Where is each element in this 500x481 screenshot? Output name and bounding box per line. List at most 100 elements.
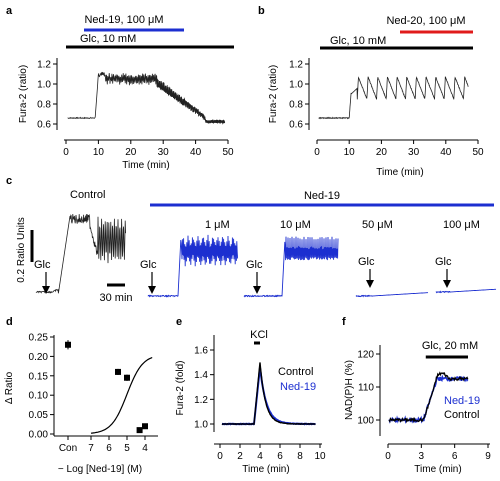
a-xtick-label-0: 0 — [63, 147, 69, 158]
data-points-d — [65, 340, 148, 434]
panel-f: f 100 110 120 0 3 6 9 Glc, 20 mM Ned-19 Contr… — [342, 316, 491, 475]
d-point-3 — [136, 427, 143, 434]
panel-d: d 0.00 0.05 0.10 0.15 0.20 0.25 Con 7 6 5 4 − Log… — [4, 316, 158, 475]
e-xtick-label-3: 6 — [277, 451, 283, 462]
d-ytick-label-1: 0.05 — [29, 410, 49, 421]
d-xtick-label-3: 5 — [124, 443, 130, 454]
y-axis-label-e: Fura-2 (fold) — [175, 360, 186, 415]
control-trace-f — [388, 371, 469, 424]
control-label-c: Control — [70, 189, 105, 201]
e-ytick-label-3: 1.6 — [194, 346, 208, 357]
b-xtick-label-0: 0 — [314, 147, 320, 158]
panel-b: b Ned-20, 100 μM Glc, 10 mM 0.6 0.8 1.0 1.2… — [258, 5, 484, 178]
label-10uM-c: 10 μM — [280, 219, 311, 231]
b-xtick-label-2: 20 — [376, 147, 388, 158]
trace-50uM-c — [355, 292, 429, 298]
d-point-2 — [124, 374, 130, 381]
glc-bar-label-f: Glc, 20 mM — [422, 340, 478, 352]
glc-arrow-c0: Glc — [34, 259, 51, 294]
b-xtick-label-4: 40 — [440, 147, 452, 158]
e-xtick-label-1: 2 — [237, 451, 243, 462]
f-xtick-label-3: 9 — [485, 451, 491, 462]
control-trace-e — [221, 362, 316, 426]
glc-arrow-c4: Glc — [435, 256, 452, 288]
a-xtick-label-3: 30 — [158, 147, 170, 158]
a-ytick-label-2: 1.0 — [37, 80, 51, 91]
x-axis-label-b: Time (min) — [376, 167, 423, 178]
d-point-1 — [115, 368, 121, 375]
d-point-4 — [142, 423, 148, 430]
b-xtick-label-1: 10 — [344, 147, 356, 158]
x-ticks-e: 0 2 4 6 8 10 — [217, 444, 326, 462]
glc-arrow-c3: Glc — [358, 256, 375, 288]
panel-label-e: e — [176, 316, 182, 328]
panel-a: a Ned-19, 100 μM Glc, 10 mM 0.6 0.8 1.0 1.2… — [6, 5, 234, 171]
d-ytick-label-4: 0.20 — [29, 352, 49, 363]
f-ytick-label-0: 100 — [357, 416, 374, 427]
b-ytick-label-0: 0.6 — [289, 120, 303, 131]
a-xtick-label-4: 40 — [190, 147, 202, 158]
x-axis-label-e: Time (min) — [242, 464, 289, 475]
e-ytick-label-0: 1.0 — [194, 420, 208, 431]
f-ytick-label-2: 120 — [357, 350, 374, 361]
y-axis-label-a: Fura-2 (ratio) — [18, 65, 29, 123]
d-xtick-label-4: 4 — [142, 443, 148, 454]
legend-control-f: Control — [444, 409, 479, 421]
d-xtick-label-2: 6 — [106, 443, 112, 454]
panel-label-f: f — [342, 316, 346, 328]
x-ticks-d: Con 7 6 5 4 — [59, 436, 148, 454]
kcl-label-e: KCl — [250, 329, 268, 341]
dose-response-fit-d — [90, 356, 153, 434]
f-xtick-label-0: 0 — [385, 451, 391, 462]
a-xtick-label-1: 10 — [93, 147, 105, 158]
y-ticks-f: 100 110 120 — [357, 350, 380, 427]
f-ytick-label-1: 110 — [358, 383, 374, 394]
label-100uM-c: 100 μM — [443, 219, 480, 231]
glc-arrow-c2: Glc — [246, 259, 263, 294]
e-xtick-label-4: 8 — [297, 451, 303, 462]
y-axis-label-f: NAD(P)H (%) — [344, 360, 355, 420]
glc-bar-label-a: Glc, 10 mM — [80, 33, 136, 45]
glc-arrow-c1: Glc — [140, 259, 157, 294]
e-ytick-label-2: 1.4 — [194, 370, 208, 381]
trace-1uM-c — [147, 234, 239, 298]
d-point-0 — [65, 341, 71, 348]
d-ytick-label-5: 0.25 — [29, 333, 49, 344]
glc-bar-label-b: Glc, 10 mM — [330, 35, 386, 47]
control-trace-c — [35, 213, 126, 294]
panel-label-b: b — [258, 5, 265, 17]
ned19-bar-label-a: Ned-19, 100 μM — [84, 14, 163, 26]
y-ticks-b: 0.6 0.8 1.0 1.2 — [289, 60, 309, 131]
trace-100uM-c — [435, 288, 497, 294]
x-axis-label-a: Time (min) — [122, 160, 169, 171]
legend-control-e: Control — [278, 366, 313, 378]
scale-bar-y-label-c: 0.2 Ratio Units — [16, 217, 27, 283]
a-ytick-label-1: 0.8 — [37, 100, 51, 111]
b-ytick-label-2: 1.0 — [289, 80, 303, 91]
x-ticks-f: 0 3 6 9 — [385, 444, 491, 462]
b-ytick-label-3: 1.2 — [289, 60, 303, 71]
y-axis-label-d: Δ Ratio — [4, 371, 15, 404]
panel-label-d: d — [6, 316, 13, 328]
fura2-trace-a — [67, 71, 226, 125]
b-xtick-label-3: 30 — [408, 147, 420, 158]
x-axis-label-f: Time (min) — [414, 464, 461, 475]
glc-arrow-label-c4: Glc — [435, 256, 452, 268]
f-xtick-label-2: 6 — [452, 451, 458, 462]
ned20-bar-label-b: Ned-20, 100 μM — [386, 15, 465, 27]
y-ticks-d: 0.00 0.05 0.10 0.15 0.20 0.25 — [29, 333, 54, 441]
legend-ned19-f: Ned-19 — [444, 395, 480, 407]
d-ytick-label-0: 0.00 — [29, 430, 49, 441]
x-axis-label-d: − Log [Ned-19] (M) — [58, 464, 142, 475]
d-ytick-label-2: 0.10 — [29, 391, 49, 402]
b-ytick-label-1: 0.8 — [289, 100, 303, 111]
legend-ned19-e: Ned-19 — [280, 381, 316, 393]
label-1uM-c: 1 μM — [205, 219, 230, 231]
e-xtick-label-5: 10 — [314, 451, 326, 462]
a-ytick-label-3: 1.2 — [37, 60, 51, 71]
x-ticks-b: 0 10 20 30 40 50 — [314, 140, 484, 158]
panel-label-a: a — [6, 5, 13, 17]
fura2-trace-b — [318, 76, 469, 120]
glc-arrow-label-c1: Glc — [140, 259, 157, 271]
glc-arrow-label-c3: Glc — [358, 256, 375, 268]
